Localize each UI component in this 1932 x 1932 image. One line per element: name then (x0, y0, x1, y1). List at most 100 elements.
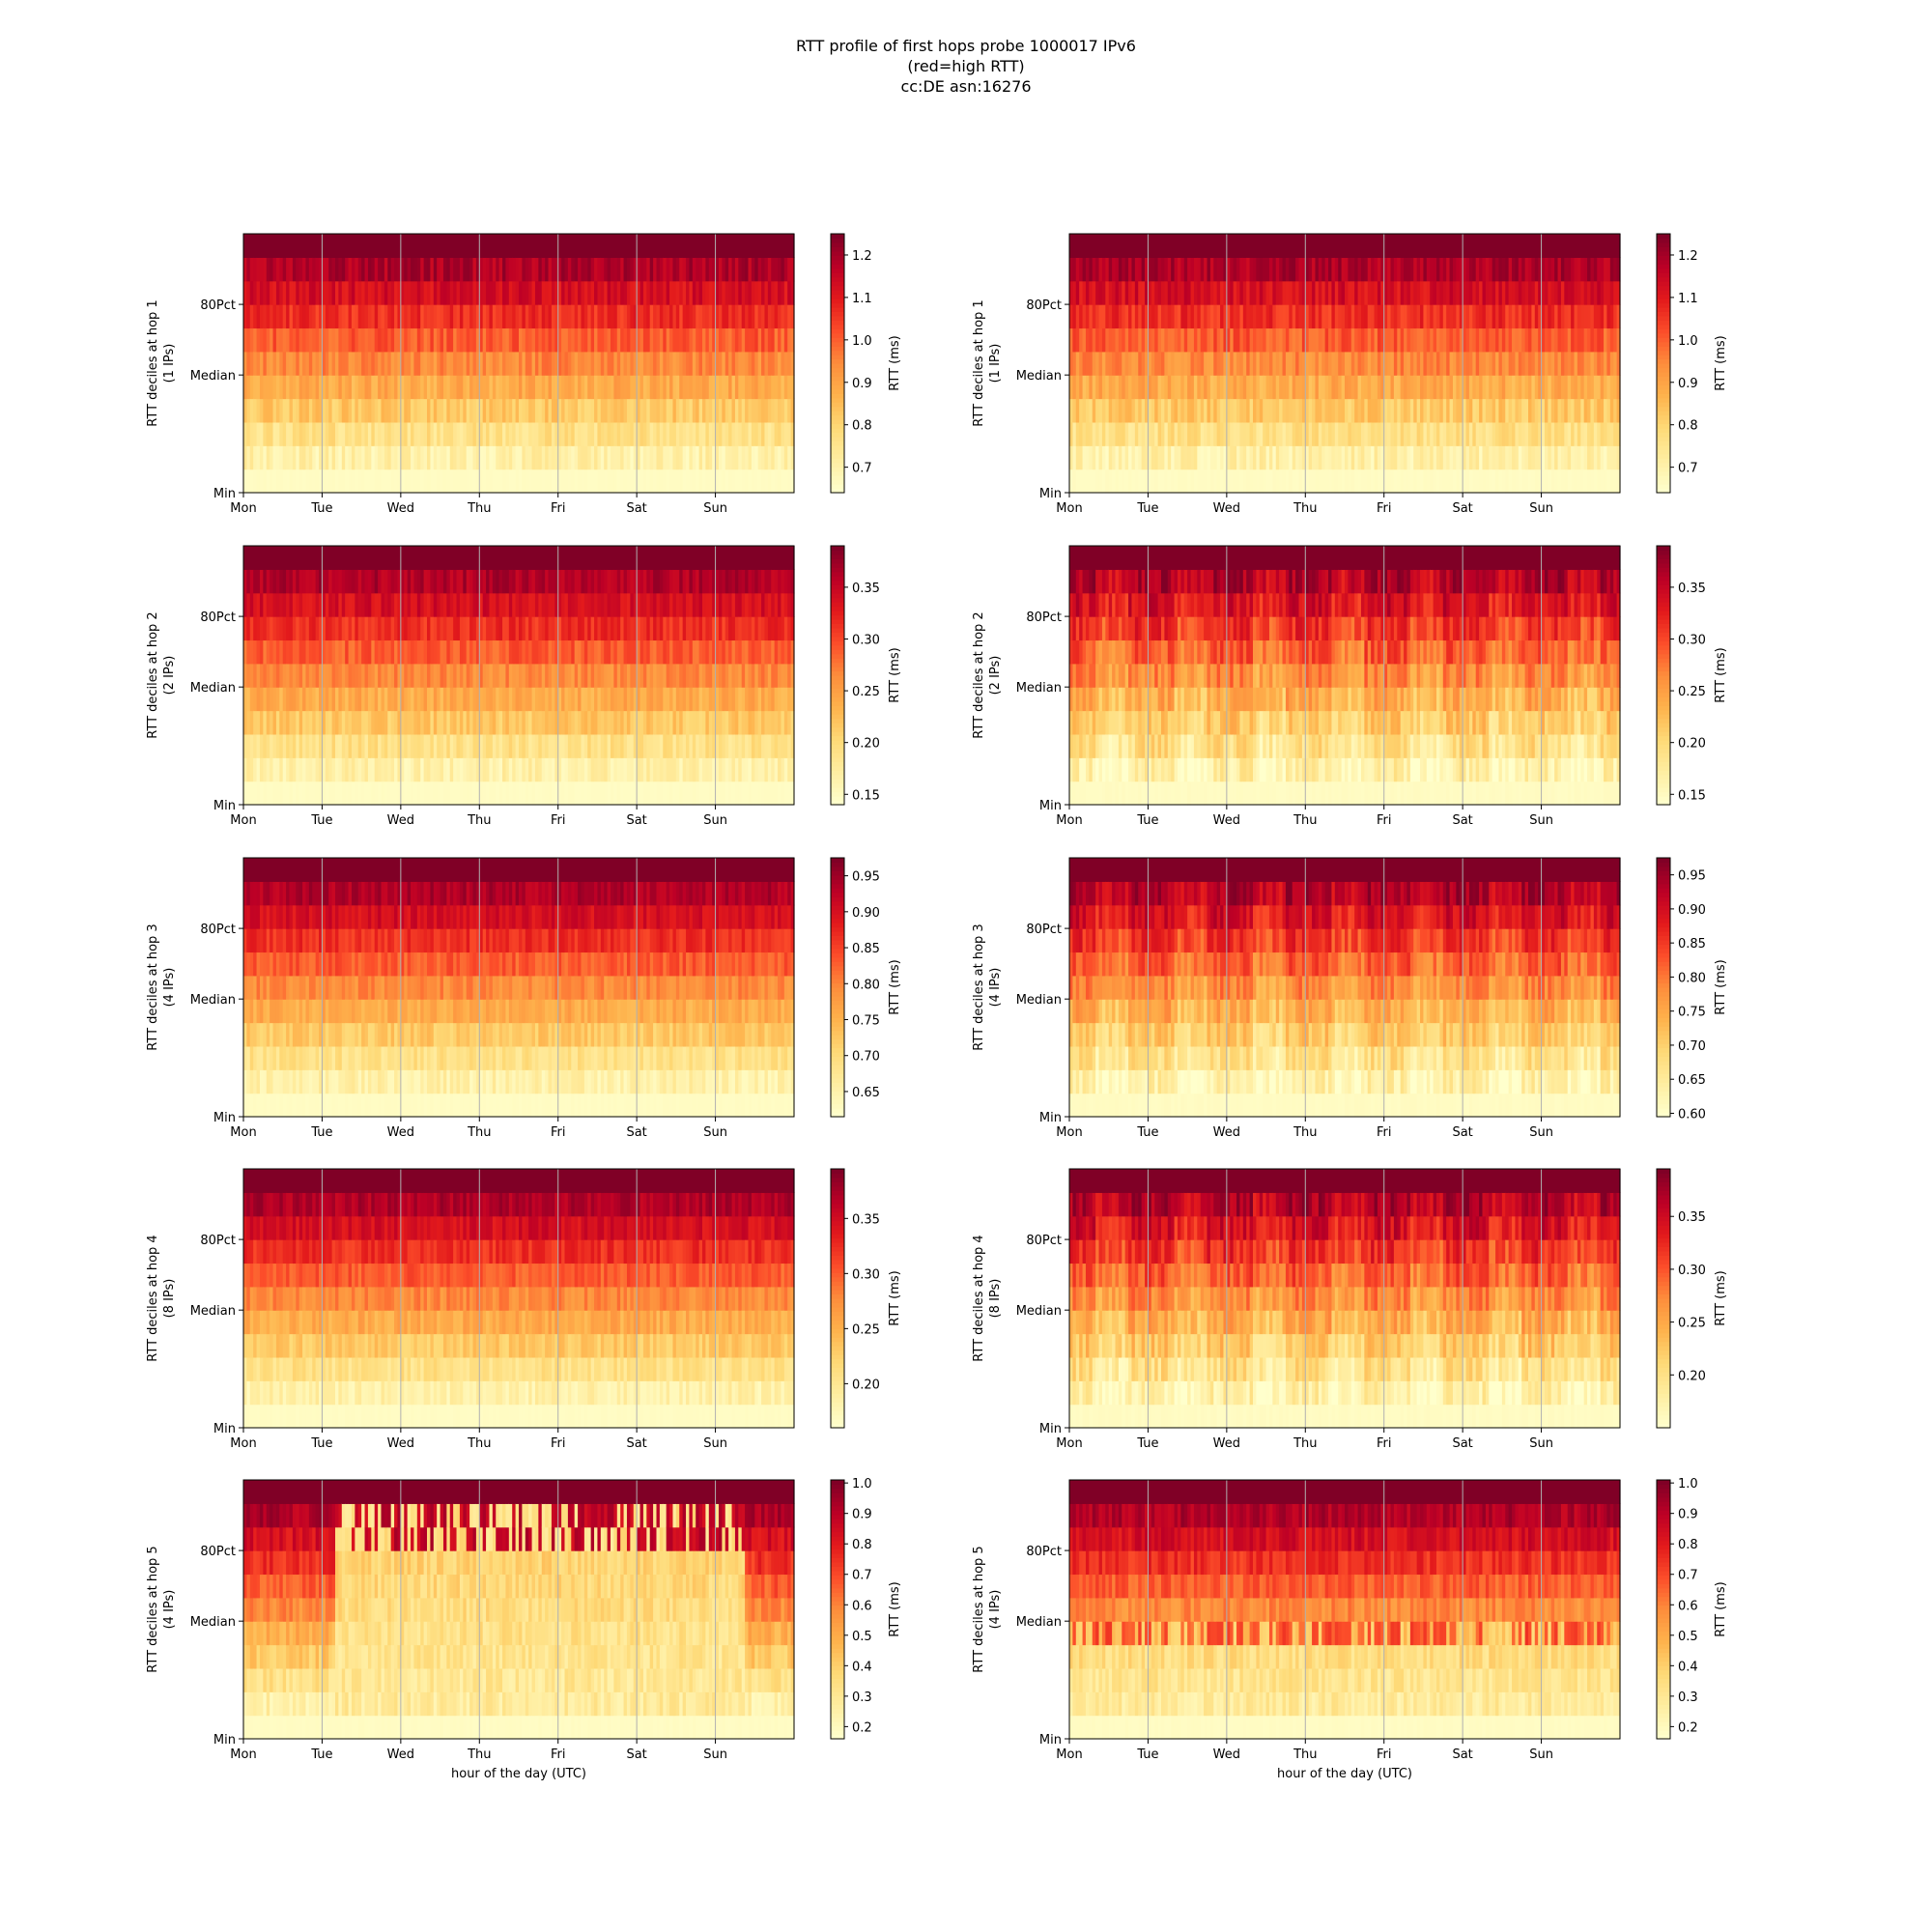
heatmap-cell (1439, 422, 1443, 446)
heatmap-cell (591, 422, 595, 446)
heatmap-cell (1142, 281, 1146, 305)
heatmap-cell (604, 257, 608, 281)
heatmap-cell (719, 352, 723, 376)
heatmap-cell (420, 734, 424, 758)
colorbar-segment (1657, 445, 1670, 450)
heatmap-cell (293, 757, 297, 781)
heatmap-cell (558, 445, 562, 469)
heatmap-cell (316, 664, 320, 688)
x-tick-label-mon: Mon (230, 501, 256, 516)
heatmap-cell (1384, 422, 1388, 446)
heatmap-cell (283, 422, 287, 446)
heatmap-cell (660, 375, 664, 399)
heatmap-cell (384, 687, 388, 711)
heatmap-cell (787, 234, 791, 258)
heatmap-cell (1086, 234, 1090, 258)
heatmap-cell (1325, 445, 1329, 469)
heatmap-cell (338, 422, 342, 446)
heatmap-cell (558, 639, 562, 664)
heatmap-cell (1568, 304, 1572, 328)
heatmap-cell (1119, 375, 1122, 399)
heatmap-cell (1338, 422, 1342, 446)
heatmap-cell (1453, 352, 1457, 376)
heatmap-cell (613, 422, 617, 446)
heatmap-cell (260, 639, 264, 664)
heatmap-cell (742, 399, 746, 423)
heatmap-cell (1371, 445, 1375, 469)
colorbar-segment (1657, 449, 1670, 454)
heatmap-cell (1234, 399, 1237, 423)
heatmap-cell (384, 734, 388, 758)
heatmap-cell (1338, 257, 1342, 281)
heatmap-cell (512, 757, 516, 781)
heatmap-cell (650, 399, 654, 423)
heatmap-cell (775, 469, 779, 494)
heatmap-cell (293, 664, 297, 688)
heatmap-cell (1417, 257, 1421, 281)
heatmap-cell (316, 639, 320, 664)
heatmap-cell (499, 281, 503, 305)
heatmap-cell (1142, 422, 1146, 446)
colorbar-segment (1657, 320, 1670, 325)
heatmap-cell (627, 422, 631, 446)
heatmap-cell (581, 257, 584, 281)
heatmap-cell (361, 546, 365, 570)
heatmap-cell (1498, 304, 1502, 328)
heatmap-cell (489, 469, 493, 494)
heatmap-cell (375, 757, 379, 781)
colorbar-segment (831, 484, 844, 489)
heatmap-cell (1406, 304, 1410, 328)
colorbar-tick-label: 0.7 (852, 462, 872, 476)
colorbar-segment (831, 411, 844, 415)
heatmap-cell (672, 422, 676, 446)
heatmap-cell (1568, 234, 1572, 258)
heatmap-cell (545, 257, 549, 281)
heatmap-cell (752, 375, 755, 399)
heatmap-cell (650, 422, 654, 446)
heatmap-cell (430, 687, 434, 711)
heatmap-cell (1109, 304, 1113, 328)
heatmap-cell (467, 734, 470, 758)
heatmap-cell (752, 234, 755, 258)
heatmap-cell (430, 781, 434, 806)
heatmap-cell (1430, 257, 1434, 281)
heatmap-cell (1164, 469, 1168, 494)
colorbar-segment (1657, 367, 1670, 372)
heatmap-cell (1178, 304, 1181, 328)
heatmap-cell (1293, 234, 1296, 258)
heatmap-cell (489, 734, 493, 758)
colorbar-segment (831, 372, 844, 377)
heatmap-cell (719, 281, 723, 305)
heatmap-cell (328, 352, 332, 376)
heatmap-cell (338, 757, 342, 781)
heatmap-cell (305, 781, 309, 806)
heatmap-cell (384, 546, 388, 570)
colorbar-segment (831, 367, 844, 372)
heatmap-cell (637, 422, 640, 446)
heatmap-cell (1119, 469, 1122, 494)
heatmap-cell (1463, 352, 1466, 376)
heatmap-cell (1187, 234, 1191, 258)
heatmap-cell (1164, 281, 1168, 305)
heatmap-cell (1613, 234, 1617, 258)
colorbar-segment (1657, 234, 1670, 239)
heatmap-cell (1256, 257, 1260, 281)
heatmap-cell (408, 469, 412, 494)
heatmap-cell (283, 687, 287, 711)
heatmap-cell (1486, 422, 1490, 446)
heatmap-cell (408, 781, 412, 806)
heatmap-cell (728, 399, 732, 423)
heatmap-cell (775, 352, 779, 376)
heatmap-cell (1072, 399, 1076, 423)
heatmap-cell (1142, 352, 1146, 376)
heatmap-cell (1498, 469, 1502, 494)
heatmap-cell (467, 546, 470, 570)
heatmap-cell (1256, 234, 1260, 258)
heatmap-cell (283, 664, 287, 688)
heatmap-cell (293, 399, 297, 423)
heatmap-cell (1554, 352, 1558, 376)
y-tick-label-min: Min (213, 487, 236, 501)
heatmap-cell (1154, 352, 1158, 376)
heatmap-cell (375, 569, 379, 593)
heatmap-cell (361, 616, 365, 640)
